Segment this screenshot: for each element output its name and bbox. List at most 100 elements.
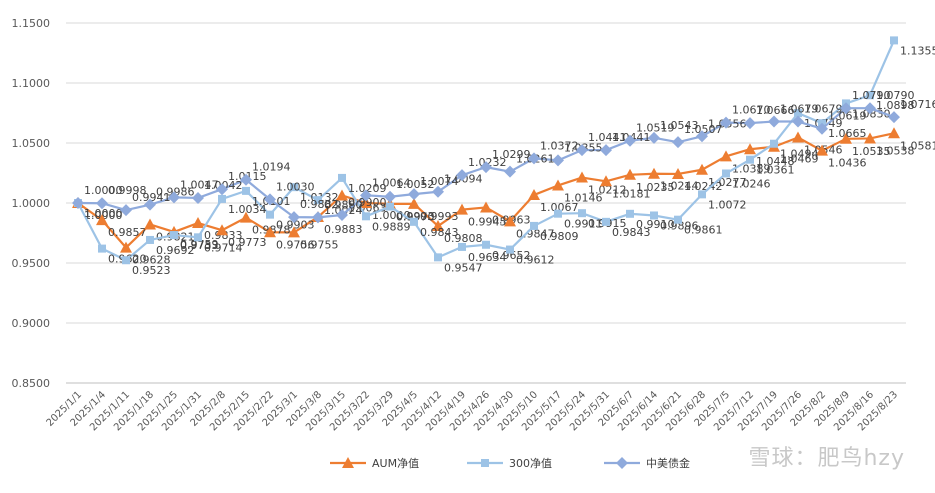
- data-label: 0.9945: [468, 216, 507, 229]
- data-point: [408, 197, 420, 209]
- data-point: [528, 188, 540, 200]
- data-label: 1.0790: [852, 89, 891, 102]
- data-point: [624, 134, 636, 147]
- data-point: [840, 102, 852, 115]
- data-point: [672, 136, 684, 149]
- data-point: [816, 122, 828, 135]
- watermark-text: 雪球：肥鸟hzy: [748, 446, 905, 471]
- data-label: 0.9523: [132, 264, 171, 277]
- data-label: 0.9883: [324, 223, 363, 236]
- data-point: [218, 194, 226, 203]
- data-point: [360, 189, 372, 202]
- data-label: 0.9880: [324, 198, 363, 211]
- data-label: 1.0072: [708, 198, 747, 211]
- data-point: [264, 193, 276, 206]
- data-label: 1.0535: [852, 145, 891, 158]
- data-label: 1.0898: [876, 99, 915, 112]
- data-point: [890, 36, 898, 45]
- data-point: [312, 211, 324, 224]
- data-label: 0.9714: [204, 241, 243, 254]
- data-point: [530, 221, 538, 230]
- y-tick-label: 0.8500: [12, 377, 51, 390]
- data-point: [722, 169, 730, 178]
- data-label: 0.9809: [540, 230, 579, 243]
- data-label: 1.0670: [732, 104, 771, 117]
- data-point: [240, 211, 252, 223]
- data-label: 0.9773: [228, 236, 267, 249]
- data-label: 0.9652: [492, 249, 531, 262]
- data-label: 1.1355: [900, 44, 935, 57]
- data-label: 1.0299: [492, 148, 531, 161]
- data-point: [288, 226, 300, 238]
- data-point: [624, 168, 636, 180]
- data-label: 0.9970: [396, 211, 435, 224]
- data-point: [626, 209, 634, 218]
- data-label: 0.9993: [396, 210, 435, 223]
- data-point: [72, 197, 84, 209]
- data-label: 1.0030: [276, 180, 315, 193]
- y-tick-label: 1.0500: [12, 137, 51, 150]
- legend-label: 中美债金: [646, 456, 690, 470]
- series-3: 1.00000.99980.99410.99861.00471.00421.01…: [72, 89, 935, 224]
- data-point: [888, 111, 900, 124]
- data-point: [528, 152, 540, 165]
- data-label: 0.9910: [636, 218, 675, 231]
- data-label: 1.0235: [636, 181, 675, 194]
- data-label: 0.9612: [516, 254, 555, 267]
- data-point: [864, 102, 876, 115]
- data-point: [240, 173, 252, 186]
- data-label: 0.9628: [132, 254, 171, 267]
- series-2: 1.00000.96200.95230.96920.97330.97141.00…: [74, 36, 935, 277]
- data-point: [98, 244, 106, 253]
- legend-label: 300净值: [509, 456, 552, 470]
- data-point: [744, 143, 756, 155]
- data-point: [648, 167, 660, 179]
- data-label: 1.0067: [540, 201, 579, 214]
- data-point: [600, 175, 612, 187]
- data-point: [146, 235, 154, 244]
- data-point: [554, 209, 562, 218]
- legend-marker: [616, 457, 628, 469]
- data-label: 0.9756: [276, 238, 315, 251]
- data-label: 1.0064: [372, 176, 411, 189]
- data-point: [602, 217, 610, 226]
- data-point: [504, 215, 516, 227]
- data-label: 0.9755: [300, 238, 339, 251]
- data-point: [266, 210, 274, 219]
- data-label: 1.0436: [828, 157, 867, 170]
- data-label: 0.9896: [660, 219, 699, 232]
- data-label: 1.0246: [732, 177, 771, 190]
- data-label: 0.9903: [276, 219, 315, 232]
- data-label: 0.9847: [516, 227, 555, 240]
- data-point: [840, 132, 852, 144]
- data-label: 0.9900: [348, 196, 387, 209]
- data-point: [432, 220, 444, 232]
- data-point: [696, 163, 708, 175]
- data-point: [792, 115, 804, 128]
- data-point: [432, 185, 444, 198]
- y-tick-label: 0.9000: [12, 317, 51, 330]
- data-label: 1.0441: [588, 131, 627, 144]
- data-label: 1.0074: [420, 175, 459, 188]
- data-point: [434, 253, 442, 262]
- data-point: [170, 231, 178, 240]
- series-1: 1.00000.98570.96280.98210.97590.98330.97…: [72, 127, 935, 267]
- data-point: [192, 191, 204, 204]
- data-point: [120, 204, 132, 217]
- data-label: 0.9861: [684, 224, 723, 237]
- data-label: 1.0209: [348, 182, 387, 195]
- data-label: 1.0448: [756, 155, 795, 168]
- data-point: [192, 217, 204, 229]
- data-point: [216, 183, 228, 196]
- data-label: 1.0665: [828, 127, 867, 140]
- data-point: [576, 171, 588, 183]
- data-point: [456, 169, 468, 182]
- data-point: [480, 161, 492, 174]
- data-point: [216, 224, 228, 236]
- data-label: 0.9857: [108, 226, 147, 239]
- data-point: [576, 144, 588, 157]
- data-point: [794, 109, 802, 118]
- y-tick-label: 1.1000: [12, 77, 51, 90]
- data-point: [336, 209, 348, 221]
- data-point: [504, 165, 516, 178]
